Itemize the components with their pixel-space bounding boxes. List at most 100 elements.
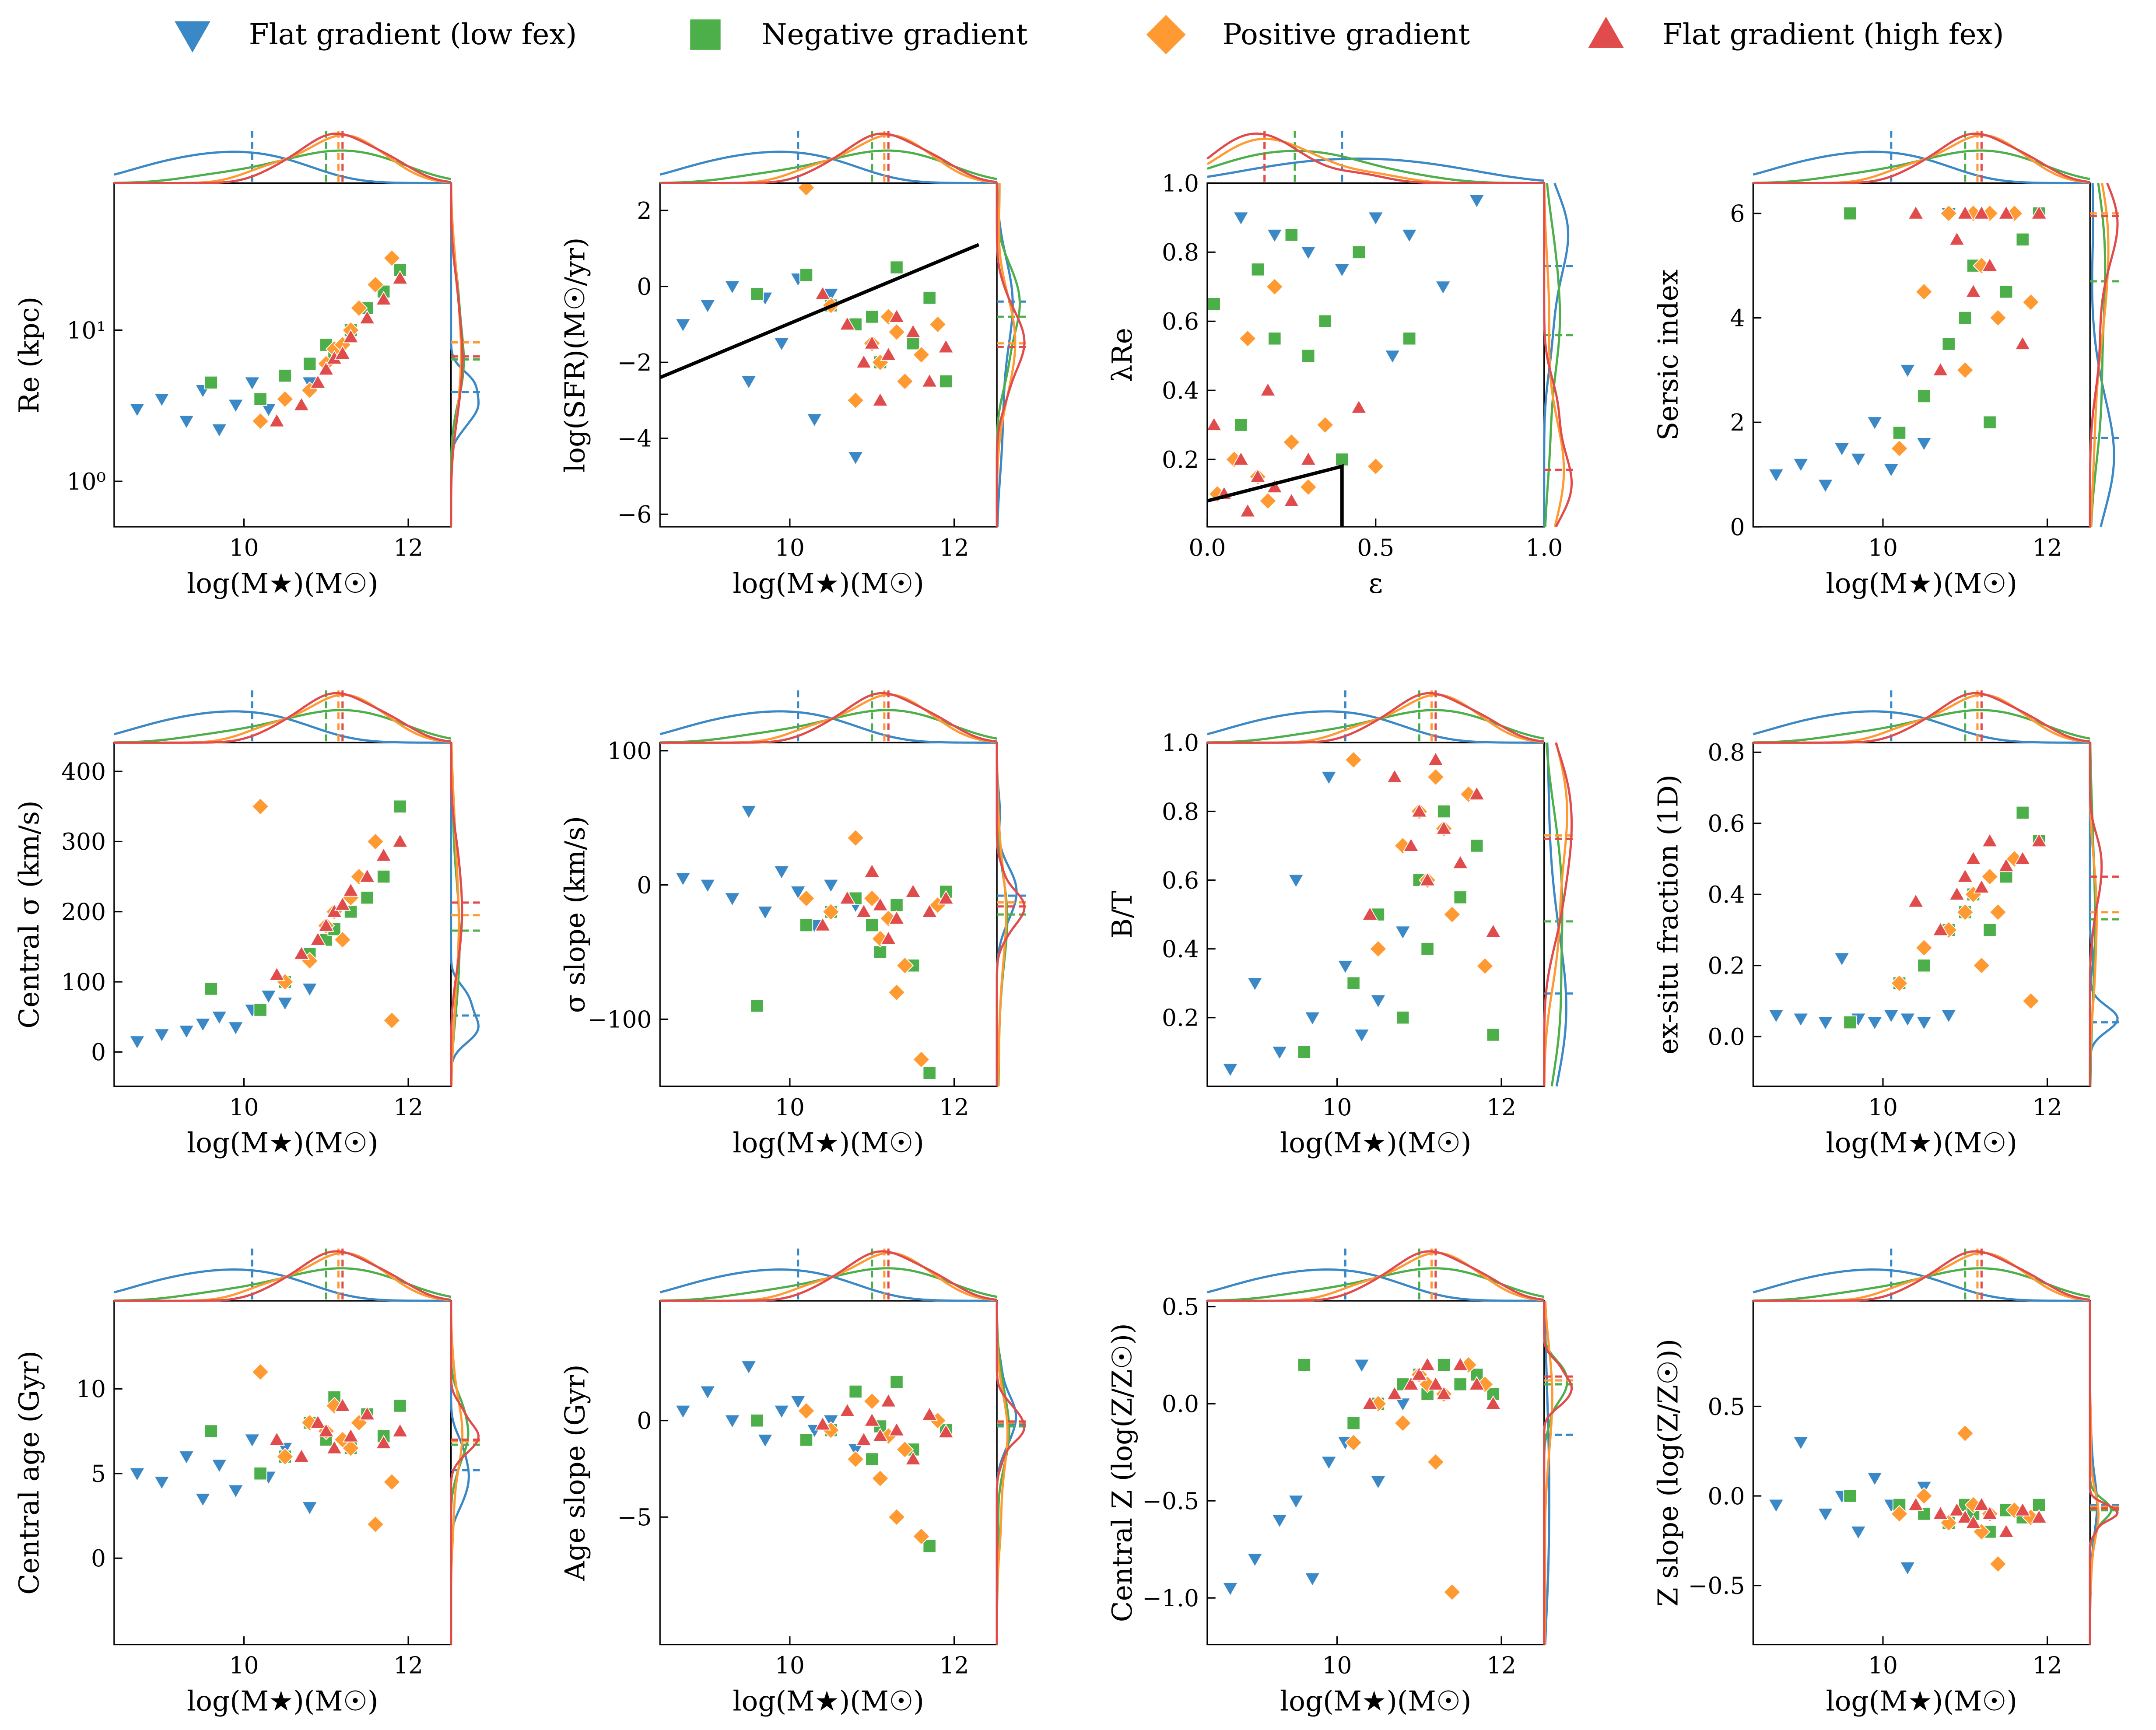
x-axis-label: log(M★)(M☉) <box>1280 1685 1472 1717</box>
point <box>855 903 872 918</box>
point <box>1915 1016 1932 1031</box>
panel: 10 12 0 100 200 300 400 log(M★)(M☉) Central σ (k… <box>13 690 481 1159</box>
point <box>855 1431 872 1446</box>
top-kde <box>660 709 997 744</box>
point <box>872 1427 889 1442</box>
point <box>773 865 790 880</box>
legend-marker <box>1588 17 1624 48</box>
top-kde <box>1753 710 2090 744</box>
point <box>1965 283 1982 298</box>
point <box>1983 923 1997 937</box>
legend-marker <box>175 21 210 53</box>
point <box>1427 751 1444 766</box>
point <box>1958 311 1972 325</box>
point <box>865 918 879 932</box>
y-tick-label: 0 <box>1730 513 1745 541</box>
point <box>1300 246 1317 261</box>
y-tick-label: 0.6 <box>1708 810 1745 837</box>
point <box>1344 751 1363 769</box>
point <box>1411 1366 1428 1381</box>
legend-marker <box>1146 15 1186 55</box>
point <box>309 374 326 389</box>
point <box>896 372 914 390</box>
points <box>129 1363 409 1534</box>
y-tick-label: −2 <box>617 349 652 376</box>
y-tick-label: 0.0 <box>1708 1023 1745 1051</box>
point <box>1998 1523 2015 1538</box>
right-kde <box>1546 742 1567 1087</box>
x-tick-label: 12 <box>939 1652 969 1679</box>
point <box>1419 872 1436 886</box>
top-kde <box>660 134 997 184</box>
top-kde <box>114 1252 451 1302</box>
point <box>1486 1387 1500 1401</box>
point <box>1287 874 1304 889</box>
point <box>1284 228 1298 242</box>
point <box>1973 1496 1990 1511</box>
top-kde <box>1207 692 1545 744</box>
point <box>740 805 757 820</box>
y-tick-label: 0.5 <box>1162 1293 1199 1320</box>
top-kde <box>114 151 451 184</box>
point <box>740 375 757 390</box>
point <box>1304 1011 1321 1026</box>
point <box>309 1414 326 1429</box>
point <box>1917 389 1931 403</box>
point <box>1271 1514 1288 1529</box>
point <box>1915 1487 1933 1505</box>
point <box>1266 277 1284 296</box>
top-kde <box>1753 1252 2090 1302</box>
top-kde <box>114 1250 451 1302</box>
point <box>1949 231 1965 246</box>
point <box>887 1508 906 1526</box>
point <box>724 280 741 295</box>
point <box>1470 839 1484 853</box>
point <box>1981 868 1999 886</box>
top-kde <box>1753 134 2090 184</box>
point <box>873 945 887 959</box>
top-kde <box>1753 1268 2090 1302</box>
point <box>1792 458 1809 473</box>
top-kde <box>1207 150 1544 184</box>
point <box>1271 1046 1288 1061</box>
point <box>268 413 285 427</box>
point <box>359 310 376 325</box>
point <box>129 403 146 418</box>
point <box>2032 1498 2046 1512</box>
top-kde <box>659 151 997 184</box>
x-axis-label: log(M★)(M☉) <box>733 1685 924 1717</box>
point <box>880 346 897 361</box>
right-kde <box>996 183 1026 527</box>
y-tick-label: 0 <box>637 1407 652 1435</box>
point <box>1353 1029 1370 1044</box>
reference-line <box>660 243 980 379</box>
point <box>750 999 764 1013</box>
point <box>1453 890 1467 904</box>
point <box>1973 205 1990 220</box>
point <box>1956 205 1974 220</box>
points <box>1222 751 1502 1078</box>
y-tick-label: 0.5 <box>1708 1393 1745 1420</box>
point <box>1485 1395 1502 1410</box>
point <box>757 1433 774 1449</box>
x-tick-label: 12 <box>2033 534 2062 561</box>
y-axis-label: Age slope (Gyr) <box>559 1364 591 1581</box>
top-kde <box>1753 693 2090 744</box>
top-kde <box>660 692 997 744</box>
x-tick-label: 12 <box>939 534 969 561</box>
point <box>814 917 831 932</box>
point <box>1297 1358 1311 1372</box>
point <box>1367 211 1384 226</box>
point <box>1981 833 1998 847</box>
legend-label: Flat gradient (low fex) <box>249 18 577 51</box>
point <box>904 323 922 338</box>
y-tick-label: 0 <box>637 273 652 300</box>
point <box>153 1476 170 1491</box>
point <box>227 1484 244 1499</box>
point <box>194 1492 211 1508</box>
right-kde <box>996 1301 1026 1645</box>
point <box>1420 942 1434 956</box>
point <box>1394 925 1411 940</box>
point <box>724 892 741 907</box>
point <box>1956 1424 1974 1443</box>
